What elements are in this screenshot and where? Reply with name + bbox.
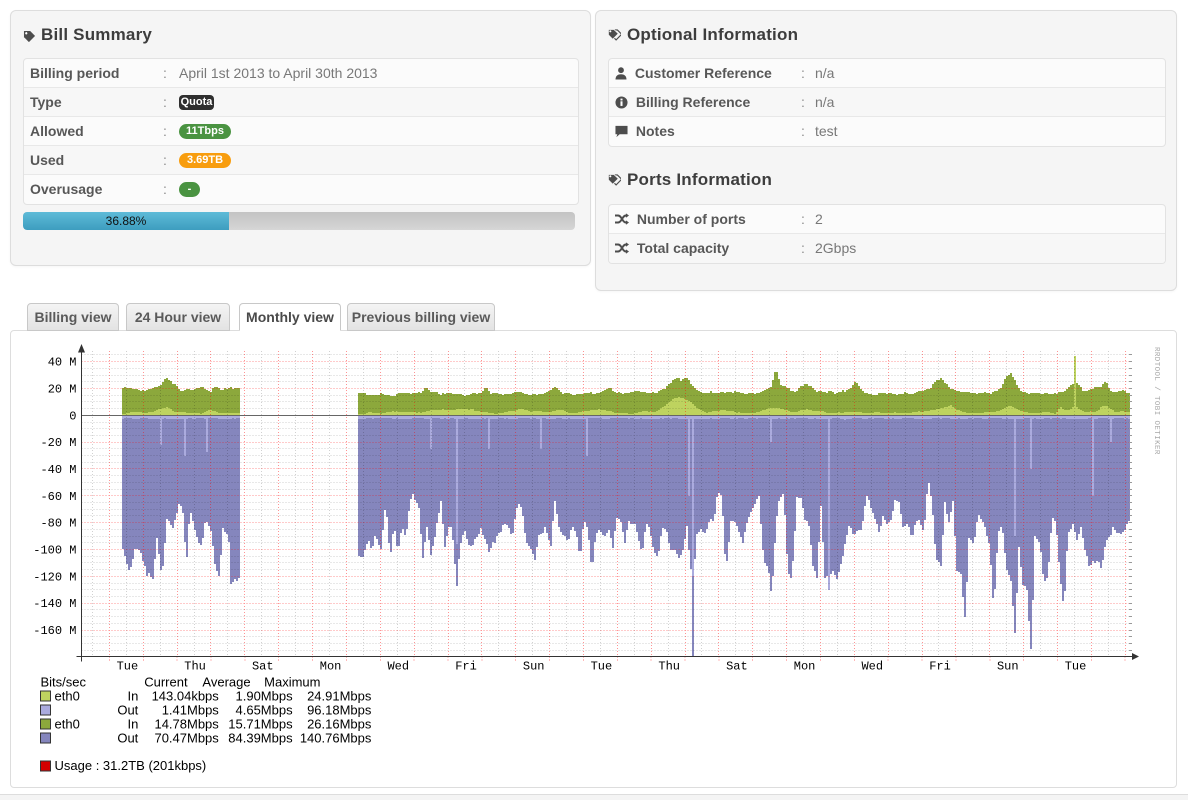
svg-text:-120 M: -120 M <box>33 570 76 584</box>
svg-text:Fri: Fri <box>455 660 477 674</box>
svg-text:14.78Mbps: 14.78Mbps <box>154 717 219 732</box>
svg-text:Thu: Thu <box>658 660 680 674</box>
svg-text:Sun: Sun <box>997 660 1019 674</box>
svg-text:0: 0 <box>69 409 76 423</box>
svg-text:Mon: Mon <box>794 660 816 674</box>
svg-text:Sat: Sat <box>726 660 748 674</box>
svg-text:Tue: Tue <box>591 660 613 674</box>
svg-text:4.65Mbps: 4.65Mbps <box>236 703 294 718</box>
svg-text:-20 M: -20 M <box>40 436 76 450</box>
svg-text:140.76Mbps: 140.76Mbps <box>300 731 372 746</box>
svg-text:1.90Mbps: 1.90Mbps <box>236 689 294 704</box>
svg-text:eth0: eth0 <box>55 689 80 704</box>
svg-text:Fri: Fri <box>929 660 951 674</box>
svg-text:Sun: Sun <box>523 660 545 674</box>
svg-text:1.41Mbps: 1.41Mbps <box>162 703 220 718</box>
svg-text:15.71Mbps: 15.71Mbps <box>228 717 293 732</box>
svg-text:40 M: 40 M <box>48 356 77 370</box>
svg-text:70.47Mbps: 70.47Mbps <box>154 731 219 746</box>
svg-text:Average: Average <box>202 675 250 690</box>
svg-text:96.18Mbps: 96.18Mbps <box>307 703 372 718</box>
svg-text:-100 M: -100 M <box>33 544 76 558</box>
svg-text:Wed: Wed <box>387 660 409 674</box>
svg-text:26.16Mbps: 26.16Mbps <box>307 717 372 732</box>
svg-text:Usage : 31.2TB (201kbps): Usage : 31.2TB (201kbps) <box>55 758 207 773</box>
svg-text:Sat: Sat <box>252 660 274 674</box>
svg-text:20 M: 20 M <box>48 382 77 396</box>
svg-text:Current: Current <box>144 675 188 690</box>
svg-text:Thu: Thu <box>184 660 206 674</box>
svg-text:In: In <box>127 717 138 732</box>
svg-text:84.39Mbps: 84.39Mbps <box>228 731 293 746</box>
svg-text:Bits/sec: Bits/sec <box>41 675 87 690</box>
svg-text:-60 M: -60 M <box>40 490 76 504</box>
svg-text:-140 M: -140 M <box>33 597 76 611</box>
svg-text:Mon: Mon <box>320 660 342 674</box>
svg-text:24.91Mbps: 24.91Mbps <box>307 689 372 704</box>
svg-text:In: In <box>127 689 138 704</box>
svg-text:Out: Out <box>117 703 138 718</box>
svg-text:-160 M: -160 M <box>33 624 76 638</box>
svg-text:eth0: eth0 <box>55 717 80 732</box>
svg-text:-40 M: -40 M <box>40 463 76 477</box>
svg-text:Maximum: Maximum <box>264 675 320 690</box>
svg-text:143.04kbps: 143.04kbps <box>152 689 220 704</box>
svg-text:Tue: Tue <box>1065 660 1087 674</box>
svg-text:-80 M: -80 M <box>40 517 76 531</box>
svg-text:Wed: Wed <box>861 660 883 674</box>
svg-text:RRDTOOL / TOBI OETIKER: RRDTOOL / TOBI OETIKER <box>1152 347 1160 455</box>
svg-text:Out: Out <box>117 731 138 746</box>
svg-text:Tue: Tue <box>117 660 139 674</box>
